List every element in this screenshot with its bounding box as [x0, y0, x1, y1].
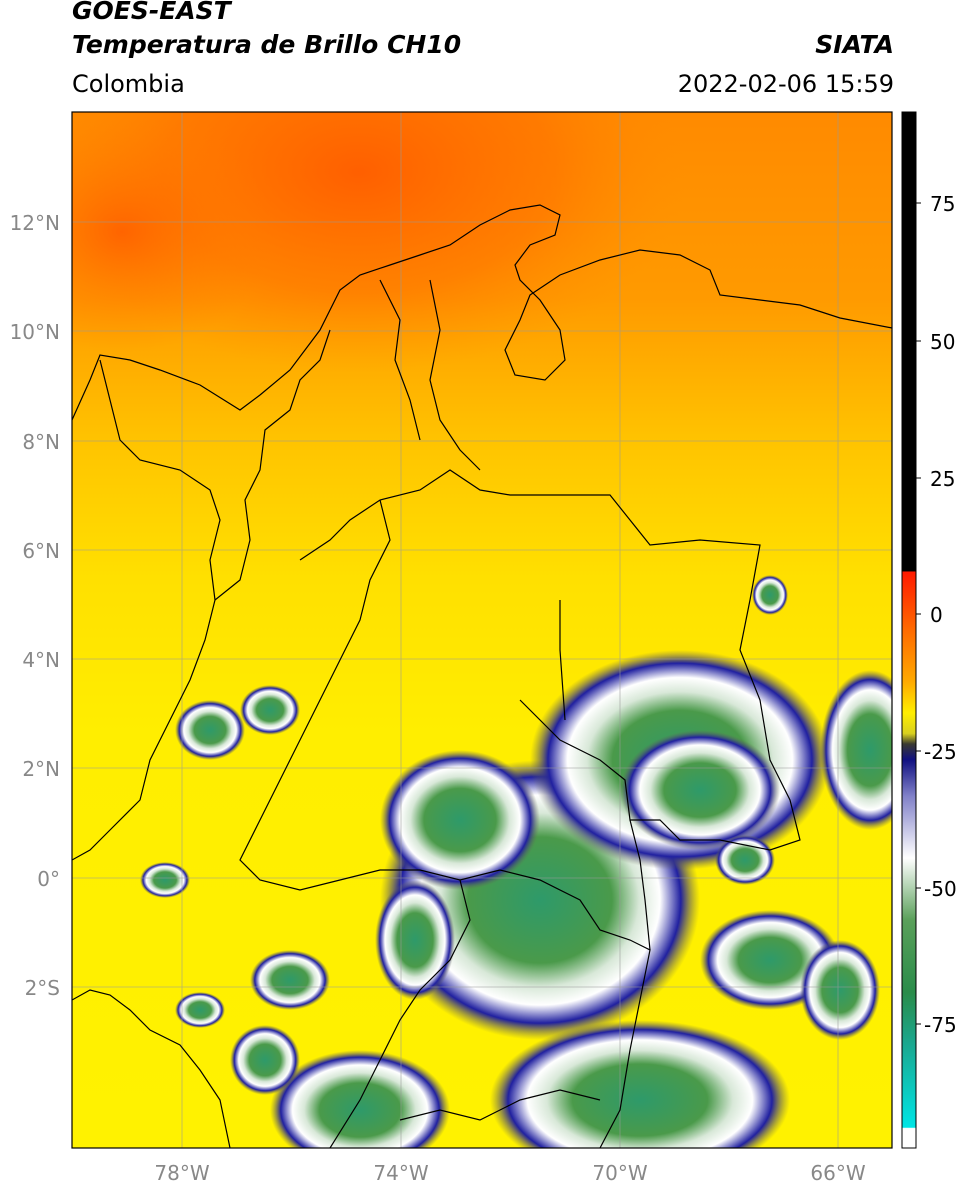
lat-label: 8°N: [22, 430, 60, 454]
colorbar-label: -75: [924, 1013, 957, 1037]
map-frame: [71, 111, 893, 1149]
colorbar-label: -50: [924, 877, 957, 901]
colorbar-label: -25: [924, 740, 957, 764]
lat-label: 10°N: [10, 320, 60, 344]
lon-label: 74°W: [373, 1161, 428, 1185]
longitude-labels: 78°W 74°W 70°W 66°W: [154, 1161, 865, 1185]
map-field: [72, 112, 892, 1148]
lon-label: 70°W: [592, 1161, 647, 1185]
lon-label: 78°W: [154, 1161, 209, 1185]
colorbar-label: 50: [930, 330, 955, 354]
colorbar: [901, 111, 917, 1149]
lat-label: 4°N: [22, 648, 60, 672]
lat-label: 2°S: [25, 976, 60, 1000]
title-product: Temperatura de Brillo CH10: [72, 30, 462, 59]
graticule: [72, 112, 892, 1148]
boundaries: [72, 204, 892, 1148]
latitude-labels: 12°N 10°N 8°N 6°N 4°N 2°N 0° 2°S: [10, 211, 60, 1000]
lat-label: 12°N: [10, 211, 60, 235]
lat-label: 2°N: [22, 757, 60, 781]
colorbar-label: 0: [930, 603, 943, 627]
region-label: Colombia: [72, 70, 185, 98]
lat-label: 6°N: [22, 539, 60, 563]
lat-label: 0°: [37, 867, 60, 891]
colorbar-ticks: [916, 202, 921, 1025]
title-satellite: GOES-EAST: [72, 0, 231, 25]
colorbar-label: 75: [930, 192, 955, 216]
colorbar-labels: 75 50 25 0 -25 -50 -75: [924, 192, 957, 1037]
datetime-label: 2022-02-06 15:59: [677, 70, 894, 98]
colorbar-label: 25: [930, 467, 955, 491]
source-label: SIATA: [815, 30, 894, 59]
lon-label: 66°W: [810, 1161, 865, 1185]
